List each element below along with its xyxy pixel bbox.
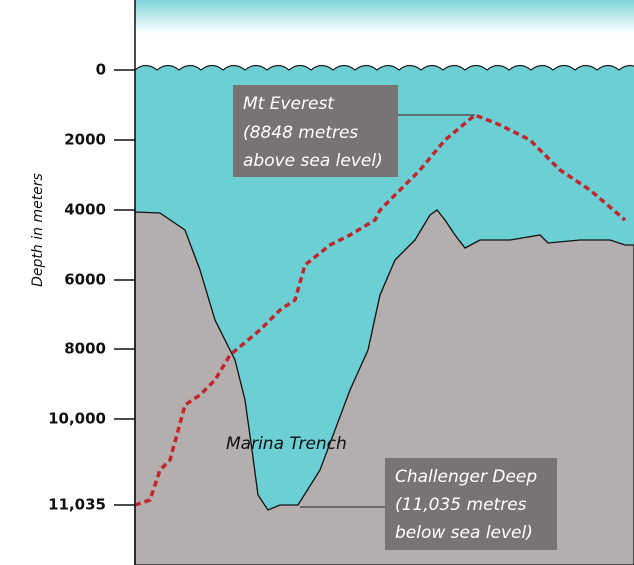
tick-label: 10,000 [48,410,106,428]
axis-label: Depth in meters [30,173,46,287]
challenger-box [385,458,557,550]
challenger-note: Challenger Deep [395,467,537,487]
ticks: 0 2000 4000 6000 8000 10,000 11,035 [48,61,135,514]
everest-note: (8848 metres [243,123,358,143]
tick-label: 11,035 [48,496,106,514]
tick-label: 8000 [64,340,106,358]
trench-label: Marina Trench [226,434,347,454]
challenger-note: (11,035 metres [395,495,527,515]
challenger-note: below sea level) [395,523,533,543]
sky [135,0,634,75]
tick-label: 6000 [64,271,106,289]
everest-note: Mt Everest [243,94,335,114]
everest-box [233,85,398,177]
everest-profile [134,112,627,507]
tick-label: 2000 [64,131,106,149]
tick-label: 4000 [64,201,106,219]
everest-note: above sea level) [243,151,383,171]
tick-label: 0 [96,61,106,79]
